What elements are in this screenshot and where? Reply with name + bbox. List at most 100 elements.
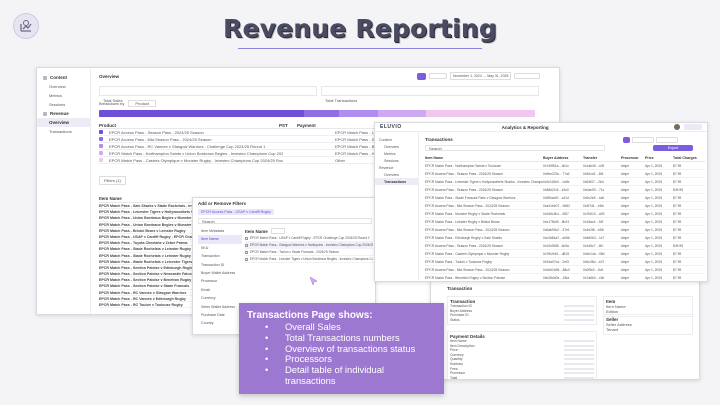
- sidebar-item[interactable]: Transactions: [375, 178, 418, 185]
- filter-result-row[interactable]: EPCR Match Pass - USAP v Cardiff Rugby -…: [245, 235, 373, 242]
- table-row[interactable]: EPCR Match Pass - Munster Rugby v Stade …: [425, 210, 705, 218]
- list-item: EPCR Match Pass - Section Paloise v Newc…: [99, 272, 195, 278]
- detail-field: Fees: [450, 366, 458, 371]
- table-row: EPCR Access Pass - Season Pass - 2024/25…: [109, 129, 204, 135]
- sidebar-item[interactable]: Sessions: [375, 157, 418, 164]
- table-cell-item: EPCR Access Pass - Season Pass - 2024/25…: [425, 171, 504, 176]
- sidebar-item[interactable]: Overview: [375, 143, 418, 150]
- account-menu[interactable]: [684, 124, 702, 130]
- table-row[interactable]: EPCR Access Pass - Mid-Season Pass - 202…: [425, 202, 705, 210]
- checkbox[interactable]: [245, 257, 248, 261]
- detail-field: Subtotal: [450, 361, 463, 366]
- table-cell-total: $7.99: [673, 259, 682, 264]
- table-cell-transfer: 0x9c2e8…4a0: [583, 195, 605, 200]
- filter-option[interactable]: Buyer Wallet Address: [201, 270, 236, 275]
- calendar-icon[interactable]: [417, 72, 426, 80]
- filter-option[interactable]: Country: [201, 321, 214, 326]
- filter-option[interactable]: Transaction: [201, 254, 220, 259]
- checkbox[interactable]: [245, 236, 248, 240]
- detail-field: Processor: [450, 371, 466, 376]
- total-sales-card: Total Sales: [99, 86, 317, 103]
- filters-button[interactable]: Filters (1): [99, 176, 126, 185]
- table-row[interactable]: EPCR Match Pass - Stade Francais Paris v…: [425, 194, 705, 202]
- filter-option[interactable]: Processor: [201, 279, 218, 284]
- filter-results: Item Name EPCR Match Pass - USAP v Cardi…: [245, 227, 373, 263]
- filter-option[interactable]: Transaction ID: [201, 262, 225, 267]
- table-row[interactable]: EPCR Match Pass - Toulon v Toulouse Rugb…: [425, 258, 705, 266]
- filter-option[interactable]: Item Name: [198, 235, 242, 244]
- table-row[interactable]: EPCR Access Pass - Season Pass - 2024/25…: [425, 242, 705, 250]
- table-row[interactable]: EPCR Match Pass - Leicester Tigers v Hol…: [425, 178, 705, 186]
- sidebar-item-revenue-overview[interactable]: Overview: [49, 120, 70, 125]
- table-row[interactable]: EPCR Match Pass - Castres Olympique v Mu…: [425, 250, 705, 258]
- sidebar-item[interactable]: Overview: [375, 171, 418, 178]
- filter-result-row[interactable]: EPCR Match Pass - Leinster Tigers v Unio…: [245, 256, 373, 263]
- sidebar-item-sessions[interactable]: Sessions: [49, 102, 66, 107]
- sidebar-section-revenue[interactable]: Revenue: [50, 111, 69, 116]
- table-row[interactable]: EPCR Match Pass - Benetton Rugby v Secti…: [425, 274, 705, 281]
- table-row[interactable]: EPCR Match Pass - Leinster Rugby v Brist…: [425, 218, 705, 226]
- sidebar-item-overview[interactable]: Overview: [49, 84, 66, 89]
- col-header[interactable]: Buyer Address: [543, 156, 569, 160]
- table-cell-transfer: 0x0ae93…71c: [583, 187, 605, 192]
- table-row[interactable]: EPCR Access Pass - Season Pass - 2024/25…: [425, 186, 705, 194]
- sidebar-section-content[interactable]: Content: [50, 75, 67, 80]
- breakdown-select[interactable]: Product: [128, 100, 157, 107]
- table-row[interactable]: EPCR Access Pass - Season Pass - 2024/25…: [425, 170, 705, 178]
- detail-field: Tenant: [606, 327, 619, 332]
- table-row[interactable]: EPCR Match Pass - Edinburgh Rugby v Sale…: [425, 234, 705, 242]
- transaction-detail-screenshot: Transaction Transaction Transaction ID Bu…: [430, 265, 700, 380]
- detail-value-placeholder: [564, 358, 594, 361]
- list-item: EPCR Match Pass - RC Toulon v Toulouse R…: [99, 302, 195, 309]
- filter-result-row[interactable]: EPCR Match Pass - Glasgow Warriors v Har…: [245, 242, 373, 249]
- table-row[interactable]: EPCR Access Pass - Mid-Season Pass - 202…: [425, 266, 705, 274]
- filter-result-row[interactable]: EPCR Match Pass - Toulon v Stade Francai…: [245, 249, 373, 256]
- table-row[interactable]: EPCR Access Pass - Mid-Season Pass - 202…: [425, 226, 705, 234]
- period-select[interactable]: [429, 73, 447, 79]
- calendar-icon[interactable]: [623, 137, 630, 143]
- selected-filter-chip[interactable]: EPCR Access Pass - USAP v Cardiff Rugby: [198, 209, 274, 215]
- date-range-input[interactable]: [632, 137, 654, 143]
- checkbox[interactable]: [245, 250, 248, 254]
- avatar[interactable]: [674, 124, 680, 130]
- filter-option[interactable]: Item Metadata: [201, 229, 224, 233]
- compare-select[interactable]: [656, 137, 678, 143]
- table-cell-transfer: 0x0f9e2…5d1: [583, 267, 604, 272]
- detail-value-placeholder: [564, 376, 594, 379]
- filter-option[interactable]: SKU: [201, 245, 209, 250]
- table-cell-item: EPCR Match Pass - Toulon v Toulouse Rugb…: [425, 259, 492, 264]
- table-cell-processor: stripe: [621, 275, 630, 280]
- export-button[interactable]: Export: [653, 145, 693, 151]
- sidebar-item-label: Revenue: [379, 165, 394, 170]
- table-cell-buyer: 0xe17f6d9…5b24: [543, 219, 570, 224]
- list-item: EPCR Match Pass - Union Bordeaux Begles …: [99, 222, 195, 228]
- col-header[interactable]: Item Name: [425, 156, 444, 160]
- col-header[interactable]: Total Charges: [673, 156, 697, 160]
- table-row[interactable]: EPCR Match Pass - Northampton Saints v T…: [425, 162, 705, 170]
- filter-option[interactable]: Currency: [201, 296, 216, 301]
- table-cell-price: Apr 1, 2025: [645, 251, 663, 256]
- checkbox[interactable]: [245, 243, 248, 247]
- filters-search-input[interactable]: Search: [198, 218, 372, 224]
- sidebar-item[interactable]: Content: [375, 136, 418, 143]
- col-header[interactable]: Transfer: [583, 156, 598, 160]
- table-cell-price: Apr 1, 2025: [645, 219, 663, 224]
- sidebar-item[interactable]: Metrics: [375, 150, 418, 157]
- col-header[interactable]: Processor: [621, 156, 639, 160]
- table-cell-total: $7.99: [673, 275, 682, 280]
- sidebar-item-metrics[interactable]: Metrics: [49, 93, 62, 98]
- sidebar-item-transactions[interactable]: Transactions: [49, 129, 72, 134]
- sidebar-item[interactable]: Revenue: [375, 164, 418, 171]
- filter-option[interactable]: Purchase Date: [201, 312, 225, 317]
- compare-select[interactable]: [514, 73, 541, 79]
- filter-result-label: EPCR Match Pass - Toulon v Stade Francai…: [250, 250, 340, 254]
- callout-list: Overall Sales Total Transactions numbers…: [247, 321, 436, 387]
- transactions-search-input[interactable]: Search: [425, 145, 605, 151]
- table-row: EPCR Match Pass - Hollywoodbets Sharks: [335, 150, 411, 156]
- table-cell-buyer: 0xb28d40e…1f6a: [543, 275, 570, 280]
- col-header[interactable]: Price: [645, 156, 654, 160]
- filter-option[interactable]: Seller Wallet Address: [201, 304, 236, 309]
- operator-select[interactable]: [270, 228, 285, 234]
- filter-option[interactable]: Email: [201, 287, 210, 292]
- date-range-input[interactable]: November 1, 2024 → May 31, 2025: [450, 72, 512, 80]
